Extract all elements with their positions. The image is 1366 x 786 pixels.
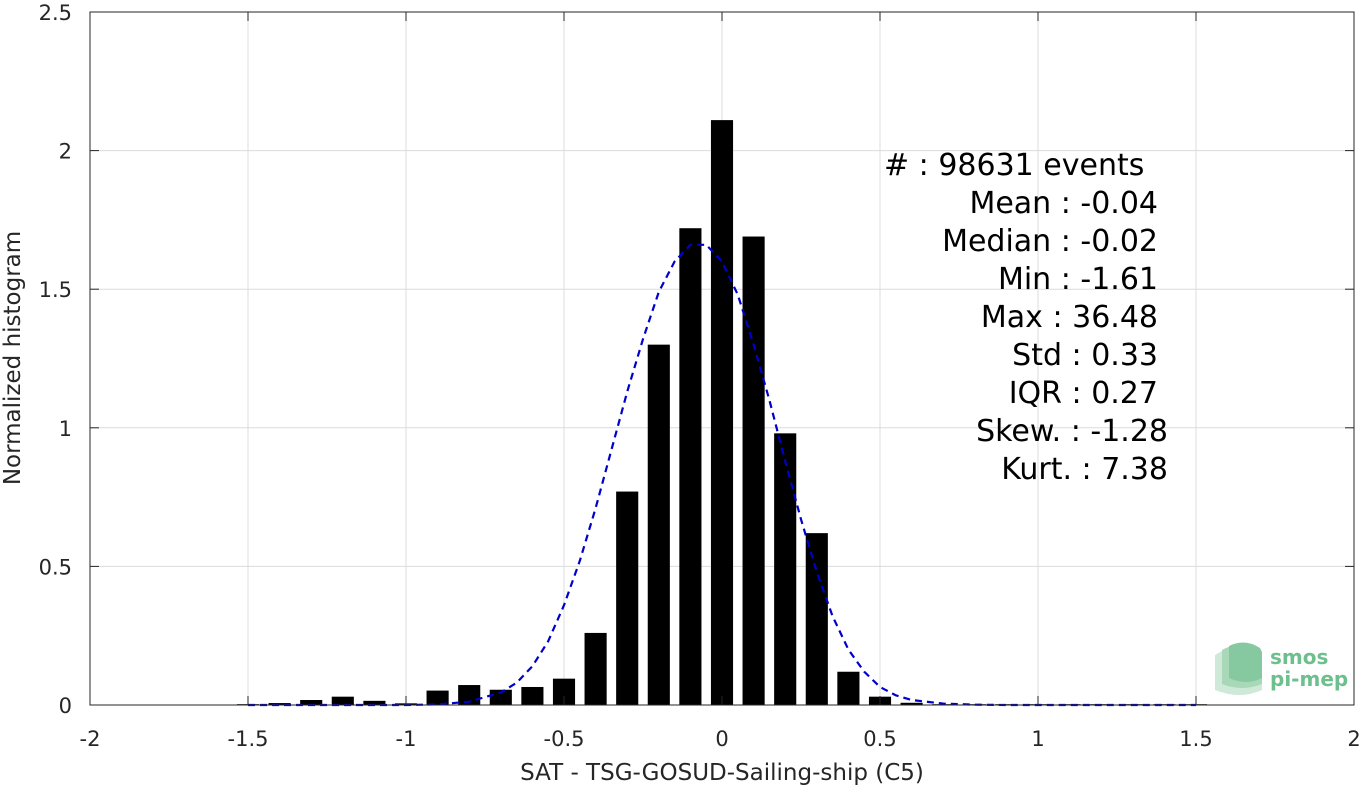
stat-line: IQR : 0.27 [1009,376,1158,411]
histogram-bar [900,702,923,705]
x-tick-label: 1.5 [1179,727,1212,751]
histogram-bar [742,236,765,706]
y-tick-label: 2.5 [39,1,72,25]
fit-curve [248,243,1196,707]
x-tick-label: 1 [1031,727,1044,751]
x-tick-labels: -2 -1.5 -1 -0.5 0 0.5 1 1.5 2 [80,727,1361,751]
stat-line: Kurt. : 7.38 [1001,452,1168,487]
histogram-bar [837,671,860,705]
histogram-bar [268,703,291,705]
y-tick-label: 0.5 [39,555,72,579]
histogram-bar [774,433,797,705]
x-tick-label: -2 [80,727,101,751]
histogram-bar [647,344,670,705]
logo-waves-icon [1215,642,1262,695]
x-tick-label: 0 [715,727,728,751]
histogram-bar [426,690,449,705]
stat-line: Median : -0.02 [942,224,1158,259]
histogram-bar [710,120,734,705]
x-tick-label: 0.5 [863,727,896,751]
smos-pi-mep-logo: smos pi-mep [1215,642,1348,695]
stat-line: # : 98631 events [884,148,1144,183]
stat-line: Min : -1.61 [998,262,1158,297]
y-axis-label: Normalized histogram [0,231,26,485]
histogram-bar [679,228,702,705]
stat-line: Std : 0.33 [1012,338,1158,373]
histogram-bar [458,685,481,705]
y-tick-label: 1.5 [39,278,72,302]
y-tick-label: 2 [59,140,72,164]
y-tick-labels: 0 0.5 1 1.5 2 2.5 [39,1,72,718]
stat-line: Mean : -0.04 [969,186,1158,221]
histogram-bar [331,696,354,705]
logo-line1: smos [1270,645,1328,669]
histogram-bar [552,678,576,705]
x-tick-label: -0.5 [544,727,585,751]
logo-line2: pi-mep [1270,667,1348,691]
histogram-bar [616,491,639,705]
y-tick-label: 1 [59,417,72,441]
x-tick-label: 2 [1347,727,1360,751]
x-tick-label: -1 [396,727,417,751]
axis-ticks [89,11,1355,706]
histogram-bar [300,700,323,705]
histogram-bar [805,533,828,705]
histogram-bar [489,689,512,705]
y-tick-label: 0 [59,694,72,718]
x-axis-label: SAT - TSG-GOSUD-Sailing-ship (C5) [520,760,924,786]
stat-line: Skew. : -1.28 [976,414,1168,449]
histogram-bars [236,120,1208,706]
histogram-bar [363,700,386,705]
histogram-bar [584,632,607,705]
histogram-bar [521,686,544,705]
stat-line: Max : 36.48 [981,300,1158,335]
x-tick-label: -1.5 [228,727,269,751]
